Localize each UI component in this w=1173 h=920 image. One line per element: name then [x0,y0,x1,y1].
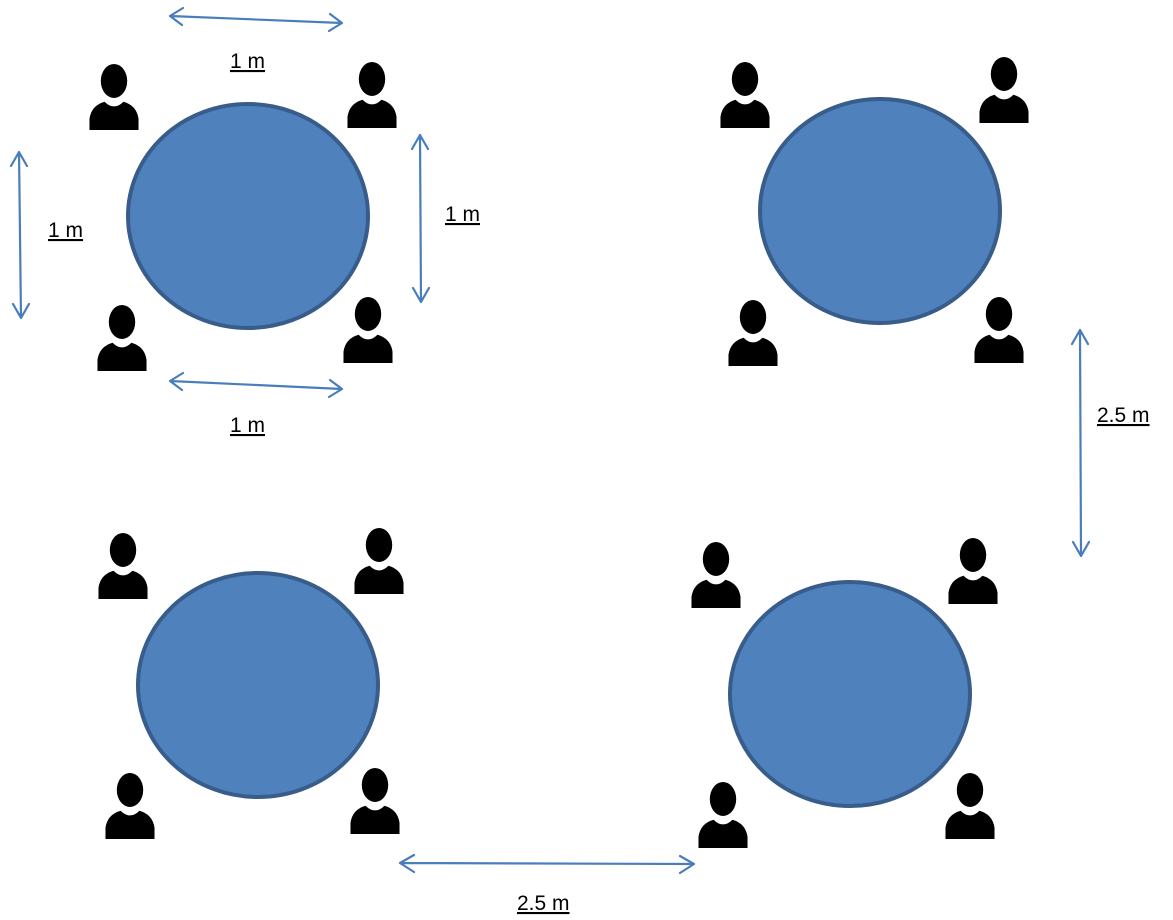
person-icon [698,782,748,848]
person-icon [948,538,998,604]
person-icon [720,62,770,128]
table-top-left [126,102,370,330]
person-icon [89,64,139,130]
dimension-left-height: 1 m [48,219,83,242]
double-arrow-icon [9,150,31,320]
person-icon [979,57,1029,123]
person-icon [98,533,148,599]
tables [126,97,1002,808]
person-icon [97,305,147,371]
dimension-arrows [9,6,1091,875]
double-arrow-icon [410,133,431,304]
table-bottom-left [136,571,380,799]
double-arrow-icon [168,6,344,33]
double-arrow-icon [398,853,696,875]
person-icon [945,773,995,839]
person-icon [105,773,155,839]
person-icon [343,297,393,363]
dimension-vertical-gap: 2.5 m [1097,404,1150,427]
dimension-labels: 1 m 1 m 1 m 1 m 2.5 m 2.5 m [48,50,1150,915]
table-top-right [758,97,1002,325]
person-icon [974,297,1024,363]
person-icon [347,62,397,128]
person-icon [354,528,404,594]
person-icon [350,768,400,834]
double-arrow-icon [1070,328,1091,558]
dimension-bottom-width: 1 m [230,414,265,437]
person-icon [728,300,778,366]
dimension-horizontal-gap: 2.5 m [517,892,570,915]
dimension-top-width: 1 m [230,50,265,73]
double-arrow-icon [168,371,344,399]
table-bottom-right [728,580,972,808]
dimension-right-height: 1 m [445,203,480,226]
person-icon [691,542,741,608]
